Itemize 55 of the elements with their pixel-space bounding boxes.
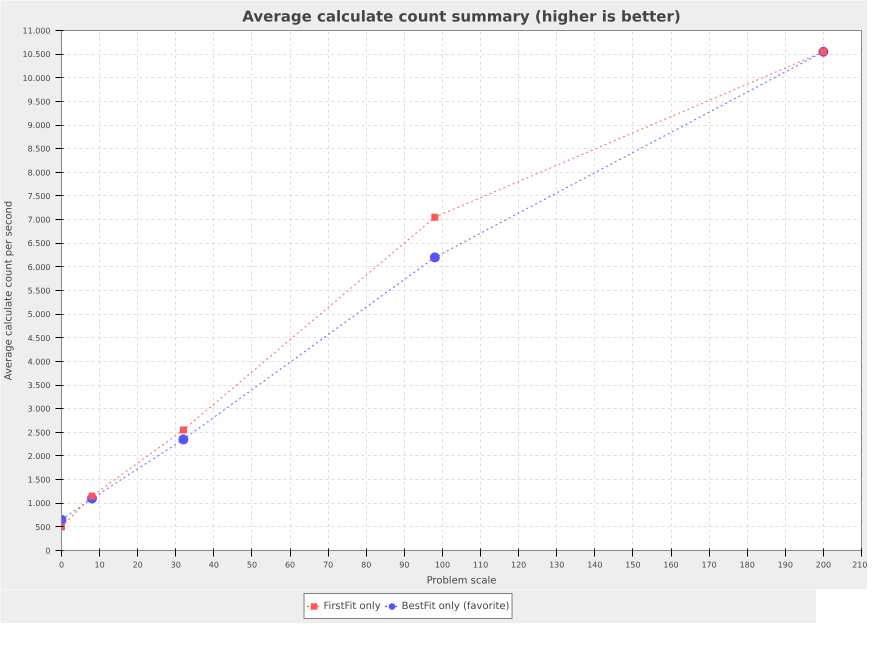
chart-title: Average calculate count summary (higher is better)	[242, 8, 681, 26]
x-tick-label: 150	[625, 560, 641, 570]
x-tick-label: 110	[472, 560, 488, 570]
y-tick-label: 3.000	[28, 404, 51, 414]
x-tick-label: 30	[170, 560, 181, 570]
y-tick-label: 4.000	[28, 357, 51, 366]
y-tick-label: 4.500	[28, 334, 51, 343]
x-tick-label: 0	[58, 560, 64, 570]
y-tick-label: 5.000	[28, 310, 51, 320]
y-tick-label: 6.500	[28, 239, 51, 248]
legend-label: BestFit only (favorite)	[402, 600, 510, 612]
y-tick-label: 11.000	[22, 26, 51, 36]
x-tick-label: 40	[208, 560, 219, 570]
x-tick-label: 100	[434, 560, 450, 570]
x-tick-label: 50	[246, 560, 258, 570]
y-tick-label: 10.500	[22, 50, 51, 60]
x-tick-label: 200	[816, 560, 832, 570]
y-tick-label: 3.500	[28, 381, 51, 390]
x-tick-label: 60	[284, 560, 296, 570]
y-tick-label: 8.500	[28, 144, 51, 154]
y-tick-label: 0	[45, 546, 51, 556]
x-tick-label: 70	[323, 560, 334, 570]
y-tick-label: 2.500	[28, 428, 51, 438]
x-tick-label: 20	[132, 560, 143, 570]
y-tick-label: 1.000	[28, 499, 51, 508]
y-tick-label: 9.500	[28, 97, 51, 106]
point	[431, 214, 438, 221]
y-tick-label: 8.000	[28, 168, 51, 178]
y-tick-label: 7.000	[28, 216, 51, 225]
legend-label: FirstFit only	[324, 600, 381, 612]
y-axis-title: Average calculate count per second	[4, 200, 15, 380]
x-tick-label: 210	[852, 560, 868, 570]
x-tick-label: 190	[778, 560, 793, 570]
x-tick-label: 130	[549, 560, 564, 570]
y-tick-label: 6.000	[28, 262, 51, 272]
y-tick-label: 5.500	[28, 286, 51, 296]
y-tick-label: 10.000	[22, 74, 51, 83]
point	[180, 426, 187, 434]
x-axis-title: Problem scale	[426, 576, 496, 586]
y-tick-label: 9.000	[28, 121, 51, 130]
x-tick-label: 80	[361, 560, 372, 570]
point	[88, 492, 96, 500]
x-tick-label: 120	[511, 560, 526, 570]
point	[430, 252, 440, 262]
x-tick-label: 90	[399, 560, 410, 570]
x-tick-label: 160	[663, 560, 679, 570]
x-tick-label: 140	[587, 560, 602, 570]
x-tick-label: 170	[701, 560, 717, 570]
y-tick-label: 2.000	[28, 452, 51, 461]
x-tick-label: 10	[94, 560, 105, 570]
y-tick-label: 7.500	[28, 192, 51, 201]
x-tick-label: 180	[740, 560, 755, 570]
y-tick-label: 1.500	[28, 476, 51, 485]
y-tick-label: 500	[35, 522, 51, 532]
point	[178, 434, 188, 444]
